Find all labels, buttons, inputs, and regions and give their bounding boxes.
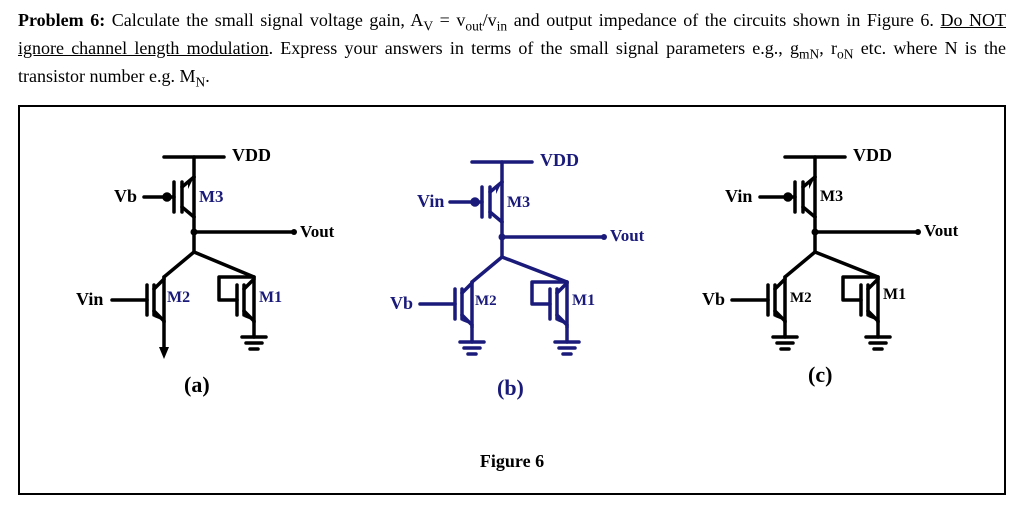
vout-label-a: Vout bbox=[300, 222, 335, 241]
m1-label-a: M1 bbox=[259, 289, 282, 306]
vin-label-a: Vin bbox=[76, 289, 103, 309]
vdd-label-b: VDD bbox=[540, 150, 579, 170]
circuit-c-label: (c) bbox=[808, 362, 832, 387]
problem-text-2: and output impedance of the circuits sho… bbox=[507, 10, 940, 30]
vb-label-a: Vb bbox=[114, 186, 137, 206]
m3-label-a: M3 bbox=[199, 187, 224, 206]
circuit-b-label: (b) bbox=[497, 375, 524, 400]
problem-statement: Problem 6: Calculate the small signal vo… bbox=[18, 8, 1006, 91]
m2-label-a: M2 bbox=[167, 289, 190, 306]
figure-caption: Figure 6 bbox=[50, 451, 974, 472]
circuit-b: VDD Vin M3 Vout bbox=[372, 137, 652, 437]
m1-label-c: M1 bbox=[883, 286, 906, 303]
m2-label-c: M2 bbox=[790, 290, 812, 306]
m2-label-b: M2 bbox=[475, 293, 497, 309]
circuits-row: VDD Vb M3 Vout bbox=[50, 127, 974, 447]
vout-label-c: Vout bbox=[924, 221, 959, 240]
vb-label-b: Vb bbox=[390, 293, 413, 313]
vdd-label-a: VDD bbox=[232, 145, 271, 165]
problem-text-4: , r bbox=[819, 38, 837, 58]
problem-label: Problem 6: bbox=[18, 10, 105, 30]
vin-label-b: Vin bbox=[417, 191, 444, 211]
vdd-label-c: VDD bbox=[853, 145, 892, 165]
m3-label-b: M3 bbox=[507, 194, 530, 211]
m1-label-b: M1 bbox=[572, 292, 595, 309]
circuit-c: VDD Vin M3 Vout bbox=[680, 137, 960, 437]
vout-label-b: Vout bbox=[610, 226, 645, 245]
figure-box: VDD Vb M3 Vout bbox=[18, 105, 1006, 495]
vb-label-c: Vb bbox=[702, 289, 725, 309]
vin-label-c: Vin bbox=[725, 186, 752, 206]
m3-label-c: M3 bbox=[820, 188, 843, 205]
problem-text-1: Calculate the small signal voltage gain,… bbox=[112, 10, 424, 30]
problem-text-3: . Express your answers in terms of the s… bbox=[269, 38, 799, 58]
circuit-a-label: (a) bbox=[184, 372, 210, 397]
circuit-a: VDD Vb M3 Vout bbox=[64, 137, 344, 437]
